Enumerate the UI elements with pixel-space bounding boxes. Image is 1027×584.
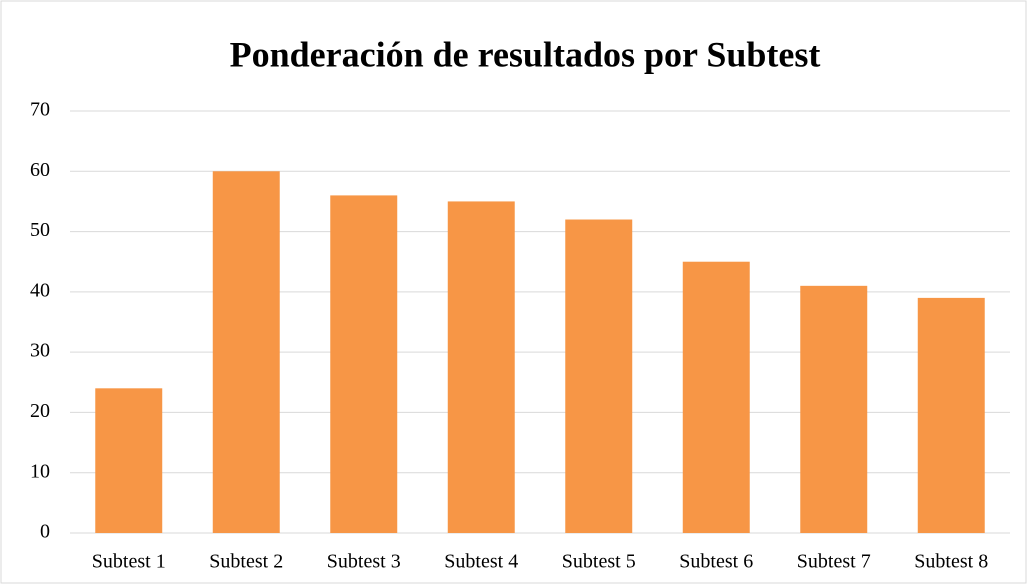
x-tick-label: Subtest 4 (444, 551, 518, 573)
x-tick-label: Subtest 1 (92, 551, 166, 573)
chart-title: Ponderación de resultados por Subtest (230, 34, 821, 74)
y-tick-label: 60 (30, 159, 50, 181)
bar (95, 388, 163, 533)
y-tick-label: 50 (30, 219, 50, 241)
y-tick-label: 20 (30, 400, 50, 422)
y-tick-label: 30 (30, 340, 50, 362)
bar (565, 219, 633, 533)
y-tick-label: 70 (30, 99, 50, 121)
x-tick-label: Subtest 8 (914, 551, 988, 573)
x-tick-label: Subtest 2 (209, 551, 283, 573)
bar (212, 171, 280, 534)
bar (917, 297, 985, 533)
x-tick-label: Subtest 3 (327, 551, 401, 573)
y-tick-label: 0 (40, 521, 50, 543)
y-tick-label: 40 (30, 279, 50, 301)
bar (800, 285, 868, 533)
x-tick-label: Subtest 5 (562, 551, 636, 573)
bar (330, 195, 398, 533)
x-tick-label: Subtest 7 (797, 551, 871, 573)
bar (682, 261, 750, 533)
bar (447, 201, 515, 533)
x-tick-label: Subtest 6 (679, 551, 753, 573)
y-tick-label: 10 (30, 460, 50, 482)
